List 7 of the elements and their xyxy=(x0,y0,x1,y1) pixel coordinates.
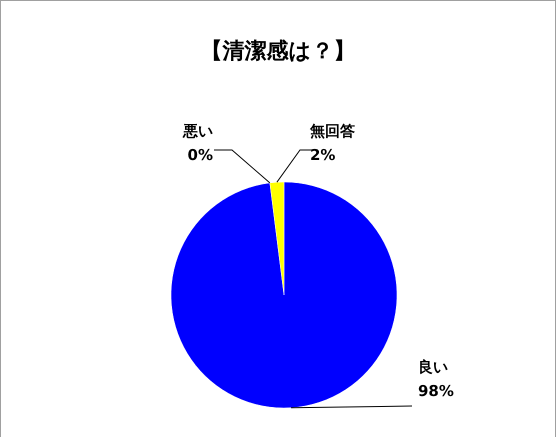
slice-label: 良い xyxy=(418,358,448,376)
pie-slice xyxy=(170,182,398,408)
chart-title: 【清潔感は？】 xyxy=(200,39,356,64)
text: 0% xyxy=(188,146,213,164)
category-label: 悪い xyxy=(183,122,213,140)
slice-label: 無回答 xyxy=(309,122,355,140)
data-label: 98% xyxy=(418,382,454,400)
